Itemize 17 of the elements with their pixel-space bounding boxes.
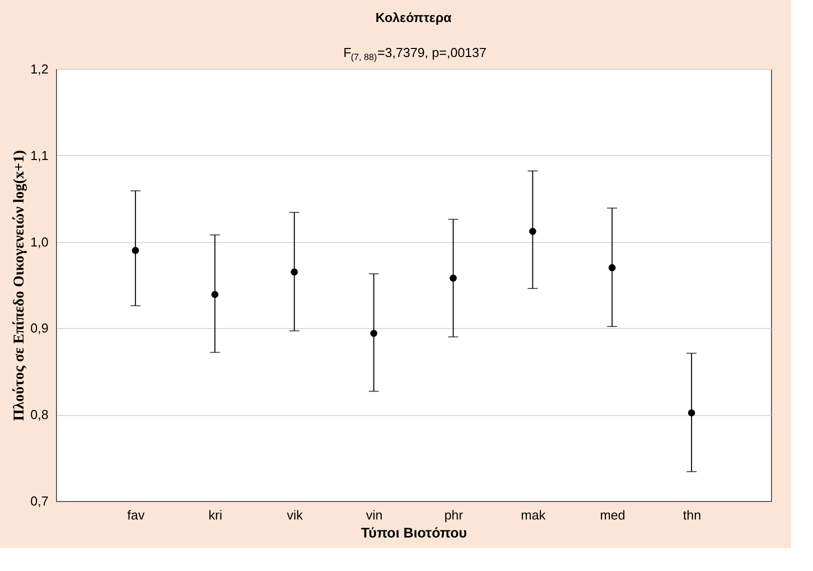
x-axis-title: Τύποι Βιοτόπου (361, 524, 467, 540)
y-tick-label: 0,9 (30, 320, 48, 336)
y-tick-label: 1,2 (30, 62, 48, 76)
x-tick-label: vin (366, 508, 383, 522)
x-tick-label: kri (208, 508, 222, 522)
y-tick-label: 0,7 (30, 494, 48, 508)
y-tick-label: 1,1 (30, 148, 48, 163)
chart-title: Κολεόπτερα (376, 10, 452, 25)
x-tick-label: med (600, 508, 626, 522)
x-tick-label: phr (444, 508, 464, 522)
y-axis-title: Πλούτος σε Επίπεδο Οικογενειών log(x+1) (11, 150, 28, 421)
x-tick-label: vik (286, 508, 304, 522)
x-tick-label: thn (683, 508, 702, 522)
y-tick-label: 0,8 (30, 407, 48, 422)
x-tick-label: mak (520, 508, 546, 522)
y-tick-label: 1,0 (30, 234, 48, 250)
x-tick-label: fav (127, 508, 146, 522)
